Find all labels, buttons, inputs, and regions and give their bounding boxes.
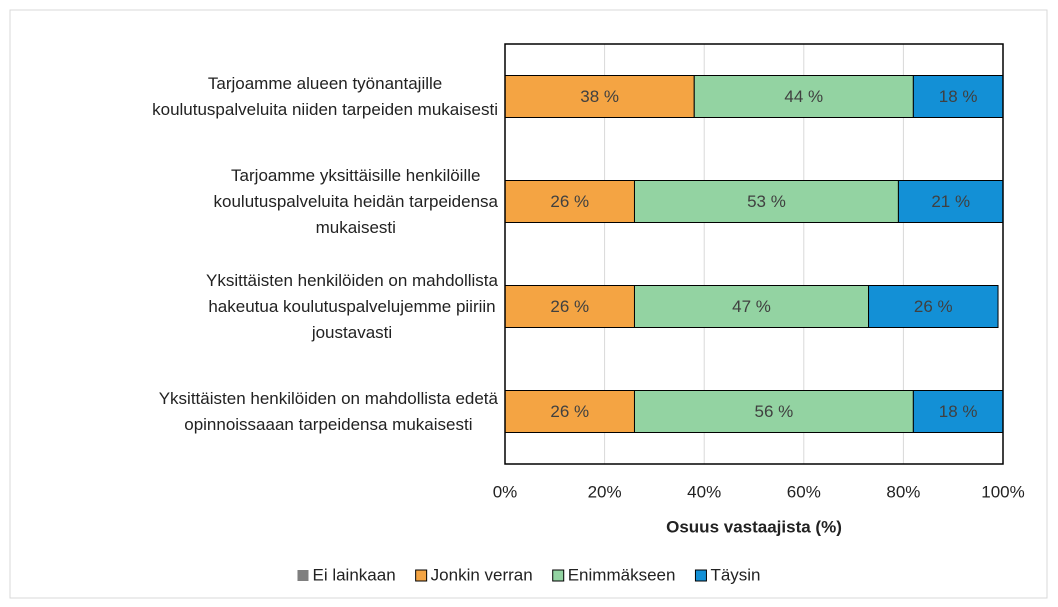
- x-tick-label: 20%: [588, 482, 622, 501]
- data-label: 21 %: [931, 192, 970, 211]
- category-label: Yksittäisten henkilöiden on mahdollista …: [205, 270, 498, 342]
- legend-label: Ei lainkaan: [312, 565, 395, 584]
- x-tick-label: 40%: [687, 482, 721, 501]
- legend-marker: [552, 569, 565, 582]
- bar-segment: [504, 390, 635, 433]
- x-tick-label: 60%: [787, 482, 821, 501]
- bar-segment: [912, 75, 1004, 118]
- bar-segment: [693, 75, 914, 118]
- legend-marker: [415, 569, 428, 582]
- bar-segment: [504, 180, 635, 223]
- bar-segment: [633, 390, 914, 433]
- x-tick-label: 100%: [981, 482, 1024, 501]
- bar-segment: [504, 285, 635, 328]
- data-label: 53 %: [747, 192, 786, 211]
- bar-segment: [633, 180, 899, 223]
- x-tick-label: 80%: [886, 482, 920, 501]
- legend-marker: [297, 570, 309, 581]
- data-label: 26 %: [550, 297, 589, 316]
- data-label: 56 %: [755, 402, 794, 421]
- legend-marker: [694, 569, 707, 582]
- legend-label: Enimmäkseen: [568, 565, 676, 584]
- category-label: Tarjoamme alueen työnantajille koulutusp…: [152, 73, 498, 119]
- plot-border: [504, 43, 1004, 465]
- category-label: Tarjoamme yksittäisille henkilöille koul…: [213, 165, 498, 237]
- data-label: 44 %: [784, 87, 823, 106]
- x-tick-label: 0%: [493, 482, 518, 501]
- category-label: Yksittäisten henkilöiden on mahdollista …: [158, 388, 498, 434]
- bar-segment: [912, 390, 1004, 433]
- x-axis-title: Osuus vastaajista (%): [666, 517, 842, 536]
- data-label: 26 %: [550, 402, 589, 421]
- legend-label: Jonkin verran: [431, 565, 533, 584]
- bar-segment: [504, 75, 695, 118]
- bar-segment: [897, 180, 1004, 223]
- data-label: 47 %: [732, 297, 771, 316]
- data-label: 26 %: [550, 192, 589, 211]
- legend-label: Täysin: [710, 565, 760, 584]
- data-label: 26 %: [914, 297, 953, 316]
- bar-segment: [868, 285, 999, 328]
- data-label: 38 %: [580, 87, 619, 106]
- data-label: 18 %: [939, 87, 978, 106]
- data-label: 18 %: [939, 402, 978, 421]
- bar-segment: [633, 285, 870, 328]
